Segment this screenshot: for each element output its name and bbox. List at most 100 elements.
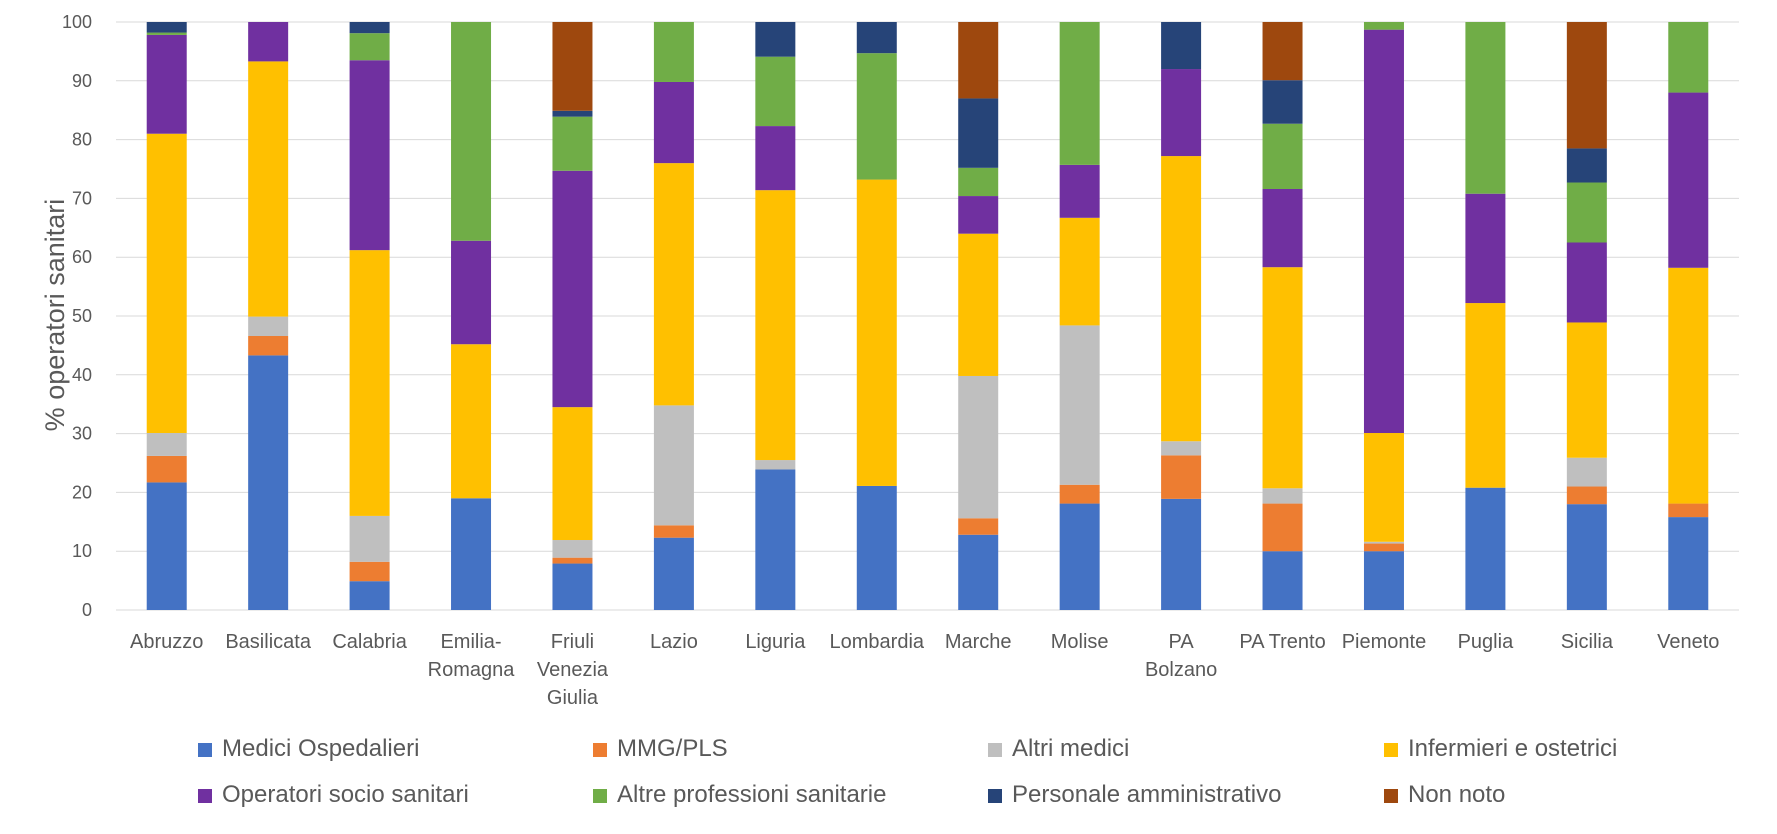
bar-segment	[958, 196, 999, 234]
bar-segment	[1668, 517, 1709, 610]
legend-swatch	[988, 789, 1002, 803]
bar-segment	[1059, 22, 1100, 165]
bar-segment	[146, 133, 187, 434]
y-tick-label: 70	[72, 188, 92, 208]
bar-segment	[1161, 455, 1202, 499]
x-tick-label: Lombardia	[830, 631, 925, 653]
bar-segment	[1161, 441, 1202, 456]
bar-segment	[653, 537, 694, 610]
x-tick-label: Calabria	[332, 631, 407, 653]
bar-segment	[248, 335, 289, 356]
bar-segment	[1668, 92, 1709, 268]
bar-segment	[1161, 22, 1202, 70]
bar-segment	[146, 32, 187, 35]
x-tick-label: Basilicata	[225, 631, 311, 653]
bar-segment	[552, 110, 593, 117]
x-tick-label: Veneto	[1657, 631, 1719, 653]
bar-segment	[1262, 80, 1303, 124]
bar-segment	[958, 22, 999, 99]
y-tick-label: 50	[72, 306, 92, 326]
bar-segment	[1262, 488, 1303, 504]
legend-swatch	[1384, 789, 1398, 803]
bar-segment	[349, 22, 390, 34]
x-tick-label: Lazio	[650, 631, 698, 653]
x-tick-label: Emilia-	[440, 631, 501, 653]
legend-label: Altre professioni sanitarie	[617, 781, 886, 808]
bar-segment	[856, 22, 897, 54]
bar-segment	[1566, 457, 1607, 487]
bar-segment	[1566, 504, 1607, 610]
legend-label: Non noto	[1408, 781, 1505, 808]
bar-segment	[653, 163, 694, 406]
bar-segment	[958, 167, 999, 197]
bar-segment	[755, 190, 796, 461]
bar-segment	[552, 407, 593, 541]
bar-segment	[552, 540, 593, 558]
legend-swatch	[1384, 743, 1398, 757]
bar-segment	[1465, 193, 1506, 304]
bar-segment	[1566, 148, 1607, 183]
x-tick-label: PA	[1168, 631, 1194, 653]
bar-segment	[958, 233, 999, 376]
bar-segment	[552, 170, 593, 408]
bar-segment	[1566, 242, 1607, 323]
bar-segment	[856, 485, 897, 610]
bar-segment	[1161, 156, 1202, 442]
bar-segment	[552, 116, 593, 171]
legend-swatch	[988, 743, 1002, 757]
y-tick-label: 0	[82, 600, 92, 620]
y-tick-label: 40	[72, 365, 92, 385]
x-tick-label: Abruzzo	[130, 631, 203, 653]
bar-segment	[958, 534, 999, 610]
bar-segment	[958, 518, 999, 535]
x-tick-label: Liguria	[745, 631, 806, 653]
bar-segment	[1668, 22, 1709, 93]
bar-segment	[1262, 123, 1303, 189]
y-tick-label: 90	[72, 71, 92, 91]
bar-segment	[1363, 541, 1404, 544]
bar-segment	[349, 250, 390, 516]
legend-swatch	[593, 789, 607, 803]
bar-segment	[1262, 503, 1303, 552]
bar-segment	[958, 98, 999, 168]
bar-segment	[146, 455, 187, 483]
bar-segment	[248, 316, 289, 336]
bar-segment	[856, 53, 897, 180]
bar-segment	[1059, 503, 1100, 610]
bar-segment	[653, 22, 694, 82]
bar-segment	[248, 355, 289, 610]
bar-segment	[552, 22, 593, 111]
x-tick-label: Giulia	[547, 687, 599, 709]
bar-segment	[1262, 188, 1303, 268]
bar-segment	[755, 56, 796, 127]
x-tick-label: Piemonte	[1342, 631, 1427, 653]
bar-segment	[349, 33, 390, 61]
y-tick-label: 10	[72, 541, 92, 561]
bar-segment	[1363, 551, 1404, 610]
legend: Medici Ospedalieri MMG/PLS Altri medici Inf…	[198, 735, 1617, 808]
y-tick-label: 60	[72, 247, 92, 267]
bar-segment	[451, 22, 492, 241]
x-tick-label: Sicilia	[1561, 631, 1614, 653]
bar-segment	[451, 344, 492, 499]
x-tick-label: Romagna	[428, 659, 516, 681]
x-tick-label: Molise	[1051, 631, 1109, 653]
legend-label: MMG/PLS	[617, 735, 728, 762]
bar-segment	[1668, 267, 1709, 504]
bar-segment	[755, 22, 796, 57]
bar-segment	[248, 61, 289, 317]
bar-segment	[1363, 433, 1404, 542]
bar-segment	[653, 81, 694, 164]
bar-segment	[1059, 217, 1100, 326]
bar-segment	[1262, 551, 1303, 610]
legend-label: Medici Ospedalieri	[222, 735, 419, 762]
bar-segment	[1465, 303, 1506, 488]
bar-segment	[1465, 487, 1506, 610]
bars	[146, 22, 1709, 610]
bar-segment	[349, 60, 390, 251]
bar-segment	[349, 515, 390, 562]
bar-segment	[552, 557, 593, 564]
bar-segment	[349, 561, 390, 582]
x-tick-label: Marche	[945, 631, 1012, 653]
